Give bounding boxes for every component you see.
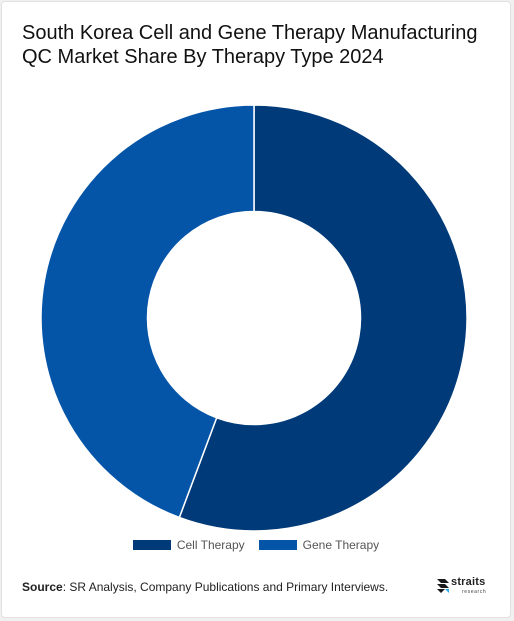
- legend-swatch-gene-therapy: [258, 540, 297, 550]
- source-text: : SR Analysis, Company Publications and …: [62, 580, 389, 594]
- logo-name: straits: [451, 576, 486, 588]
- slice-cell-therapy[interactable]: [178, 104, 468, 532]
- source-note: Source: SR Analysis, Company Publication…: [22, 580, 388, 594]
- logo-sub: research: [462, 589, 487, 595]
- chart-title: South Korea Cell and Gene Therapy Manufa…: [22, 22, 478, 68]
- legend-label-gene-therapy: Gene Therapy: [302, 538, 380, 552]
- straits-logo: straits research: [436, 576, 496, 598]
- legend-item-gene-therapy[interactable]: Gene Therapy: [258, 538, 380, 552]
- source-label: Source: [22, 580, 63, 594]
- straits-logo-icon: [437, 579, 449, 593]
- legend-item-cell-therapy[interactable]: Cell Therapy: [132, 538, 245, 552]
- slice-gene-therapy[interactable]: [40, 104, 255, 519]
- legend-swatch-cell-therapy: [132, 540, 171, 550]
- legend-label-cell-therapy: Cell Therapy: [176, 538, 245, 552]
- chart-legend: Cell Therapy Gene Therapy: [0, 538, 512, 552]
